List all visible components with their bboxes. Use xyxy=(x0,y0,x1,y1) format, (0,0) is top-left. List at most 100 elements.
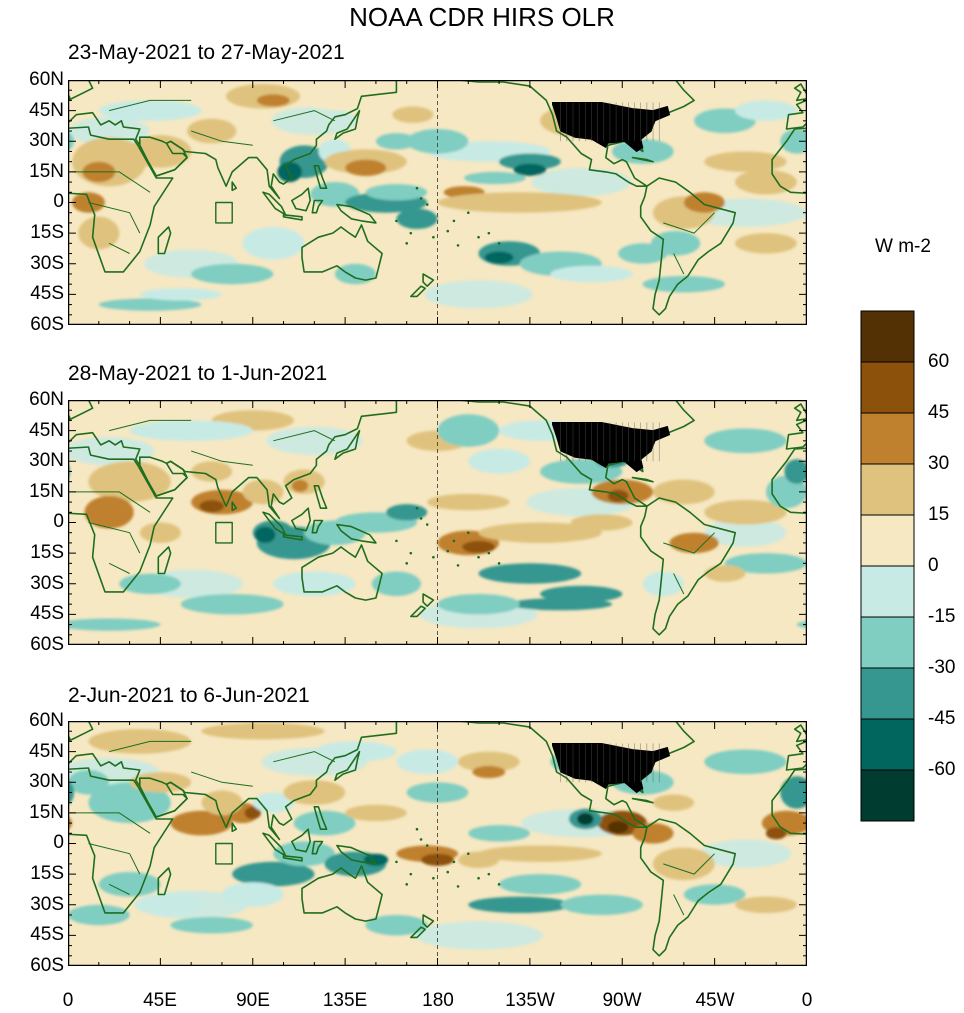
anomaly-contour xyxy=(170,917,253,934)
map-panel-3 xyxy=(68,721,807,966)
panel-2-lat-label-15s: 15S xyxy=(30,542,64,563)
country-border xyxy=(273,751,336,763)
lon-label-0: 0 xyxy=(62,990,74,1011)
continent-australia xyxy=(301,224,383,281)
anomaly-contour xyxy=(653,847,715,881)
anomaly-contour xyxy=(499,153,561,170)
panel-1-lat-label-15s: 15S xyxy=(30,222,64,243)
continent-new-zealand-s xyxy=(409,605,427,618)
usa-station-overlay xyxy=(552,422,671,473)
region-box xyxy=(215,521,233,544)
colorbar-label-m45: -45 xyxy=(928,708,956,729)
anomaly-contour xyxy=(735,169,797,195)
anomaly-contour xyxy=(653,794,695,811)
anomaly-contour xyxy=(242,227,305,260)
continent-sulawesi xyxy=(311,199,324,214)
anomaly-contour xyxy=(653,479,715,505)
island xyxy=(497,562,501,565)
panel-3-lat-label-eq: 0 xyxy=(53,832,64,854)
anomaly-contour xyxy=(577,812,594,826)
island xyxy=(405,883,409,886)
colorbar-label-m60: -60 xyxy=(928,759,956,780)
anomaly-contour xyxy=(784,459,807,484)
anomaly-contour xyxy=(222,882,284,907)
continent-philippines xyxy=(313,165,328,189)
island xyxy=(425,844,429,847)
continent-philippines xyxy=(313,806,328,830)
panel-3-lat-label-45s: 45S xyxy=(30,924,64,946)
panel-2-label: 28-May-2021 to 1-Jun-2021 xyxy=(68,362,328,385)
continent-madagascar xyxy=(157,867,172,896)
panel-2-lat-label-60s: 60S xyxy=(30,633,64,655)
island xyxy=(477,555,480,559)
continent-uk xyxy=(68,92,71,100)
country-border xyxy=(191,130,253,146)
island xyxy=(487,231,491,235)
pacific-islands xyxy=(395,186,501,247)
anomaly-contour xyxy=(371,571,421,597)
anomaly-contour xyxy=(472,765,506,779)
island xyxy=(419,517,423,520)
island xyxy=(415,506,419,510)
anomaly-contour xyxy=(437,192,602,213)
country-border xyxy=(68,491,151,513)
anomaly-contour xyxy=(244,806,261,819)
continent-uk xyxy=(793,403,807,422)
continent-japan xyxy=(334,109,361,141)
continent-europe-asia xyxy=(68,80,398,200)
anomaly-contour xyxy=(796,620,807,629)
lon-label-0-end: 0 xyxy=(801,990,813,1011)
island xyxy=(419,197,423,200)
continent-uk xyxy=(793,724,807,743)
axis-ticks xyxy=(68,721,807,966)
anomaly-contour xyxy=(704,565,746,582)
continent-cuba xyxy=(631,476,654,483)
island xyxy=(456,244,460,247)
panel-2-lat-label-60n: 60N xyxy=(29,389,64,410)
panel-1-lat-label-45n: 45N xyxy=(29,99,64,121)
continent-java xyxy=(282,534,303,541)
island xyxy=(487,551,491,555)
anomaly-contour xyxy=(365,915,428,936)
anomaly-contour xyxy=(201,723,325,740)
anomaly-contour xyxy=(632,823,674,844)
anomaly-band xyxy=(414,921,543,950)
panel-1-label: 23-May-2021 to 27-May-2021 xyxy=(68,41,345,64)
anomaly-contour xyxy=(464,171,526,185)
country-border xyxy=(88,202,141,234)
anomaly-contour xyxy=(129,420,253,441)
country-border xyxy=(273,430,336,442)
panel-3-lat-label-45n: 45N xyxy=(29,740,64,762)
anomaly-contour xyxy=(119,573,181,594)
continent-new-guinea xyxy=(336,523,377,544)
anomaly-contour xyxy=(170,810,233,836)
country-border xyxy=(68,812,151,834)
anomaly-contour xyxy=(735,896,797,913)
anomaly-contour xyxy=(291,479,309,492)
colorbar-units: W m-2 xyxy=(875,236,931,257)
axis-ticks xyxy=(68,80,807,325)
anomaly-contour xyxy=(78,216,120,250)
anomaly-contour xyxy=(462,540,495,554)
island xyxy=(466,852,470,856)
anomaly-contour xyxy=(765,827,787,840)
panel-3-lat-label-15s: 15S xyxy=(30,863,64,884)
island xyxy=(452,539,456,543)
map-panel-2 xyxy=(68,400,807,645)
continent-arabia xyxy=(139,136,188,177)
anomaly-contour xyxy=(406,129,469,154)
olr-anomaly-field xyxy=(68,410,807,631)
island xyxy=(497,883,501,886)
colorbar-label-15: 15 xyxy=(928,504,950,525)
panel-3-lat-label-30n: 30N xyxy=(29,771,64,793)
continent-sri-lanka xyxy=(231,822,238,833)
panel-1-lat-label-30n: 30N xyxy=(29,130,64,152)
anomaly-band xyxy=(271,106,358,135)
island xyxy=(487,872,491,876)
figure-title: NOAA CDR HIRS OLR xyxy=(349,2,615,32)
pacific-islands xyxy=(395,827,501,888)
anomaly-contour xyxy=(468,896,571,913)
country-border xyxy=(191,450,253,466)
colorbar-box-4 xyxy=(860,514,915,567)
continent-arabia xyxy=(139,456,188,497)
